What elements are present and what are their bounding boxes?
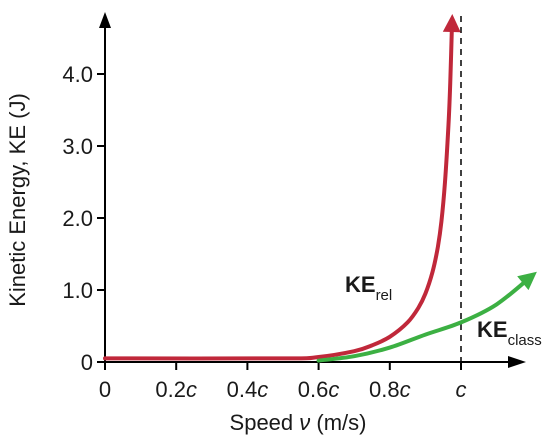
x-tick-label: 0.8c — [369, 377, 411, 402]
y-tick-label: 2.0 — [62, 206, 93, 231]
x-axis-title: Speed ν (m/s) — [230, 410, 367, 435]
x-tick-label-number: 0.8 — [369, 377, 400, 402]
y-axis-ticks: 0 1.0 2.0 3.0 4.0 — [62, 62, 105, 375]
series-layer — [103, 14, 537, 363]
series-line-classical — [316, 273, 535, 363]
series-line-classical-arrowhead — [517, 271, 537, 291]
series-label-relativistic: KErel — [345, 272, 392, 304]
x-tick-label: c — [456, 377, 467, 402]
y-tick-label: 4.0 — [62, 62, 93, 87]
x-axis-title-prefix: Speed — [230, 410, 300, 435]
x-tick-label-number: 0 — [99, 377, 111, 402]
y-tick-label: 0 — [81, 350, 93, 375]
y-tick-label: 1.0 — [62, 278, 93, 303]
x-tick-label-symbol: c — [186, 377, 197, 402]
series-line-relativistic-arrowhead — [442, 14, 461, 33]
x-tick-label: 0.2c — [155, 377, 197, 402]
x-axis-title-symbol: ν — [299, 410, 310, 435]
x-tick-label: 0 — [99, 377, 111, 402]
x-tick-label-symbol: c — [328, 377, 339, 402]
y-tick-label: 3.0 — [62, 134, 93, 159]
x-axis-ticks: 0 0.2c 0.4c 0.6c 0.8c c — [99, 362, 467, 402]
y-axis-arrowhead — [99, 12, 111, 28]
series-line-relativistic — [103, 18, 455, 361]
x-tick-label: 0.6c — [298, 377, 340, 402]
series-label-classical-main: KE — [477, 317, 508, 342]
y-axis-title: Kinetic Energy, KE (J) — [5, 93, 30, 307]
x-axis-title-suffix: (m/s) — [310, 410, 366, 435]
x-tick-label-symbol: c — [400, 377, 411, 402]
series-label-relativistic-main: KE — [345, 272, 376, 297]
x-axis-arrowhead — [508, 356, 526, 368]
x-tick-label-number: 0.4 — [227, 377, 258, 402]
series-label-classical-sub: class — [508, 332, 542, 349]
x-tick-label-number: 0.2 — [155, 377, 186, 402]
x-tick-label-symbol: c — [257, 377, 268, 402]
series-label-relativistic-sub: rel — [376, 287, 393, 304]
x-tick-label: 0.4c — [227, 377, 269, 402]
x-tick-label-symbol: c — [456, 377, 467, 402]
x-tick-label-number: 0.6 — [298, 377, 329, 402]
series-label-classical: KEclass — [477, 317, 542, 349]
